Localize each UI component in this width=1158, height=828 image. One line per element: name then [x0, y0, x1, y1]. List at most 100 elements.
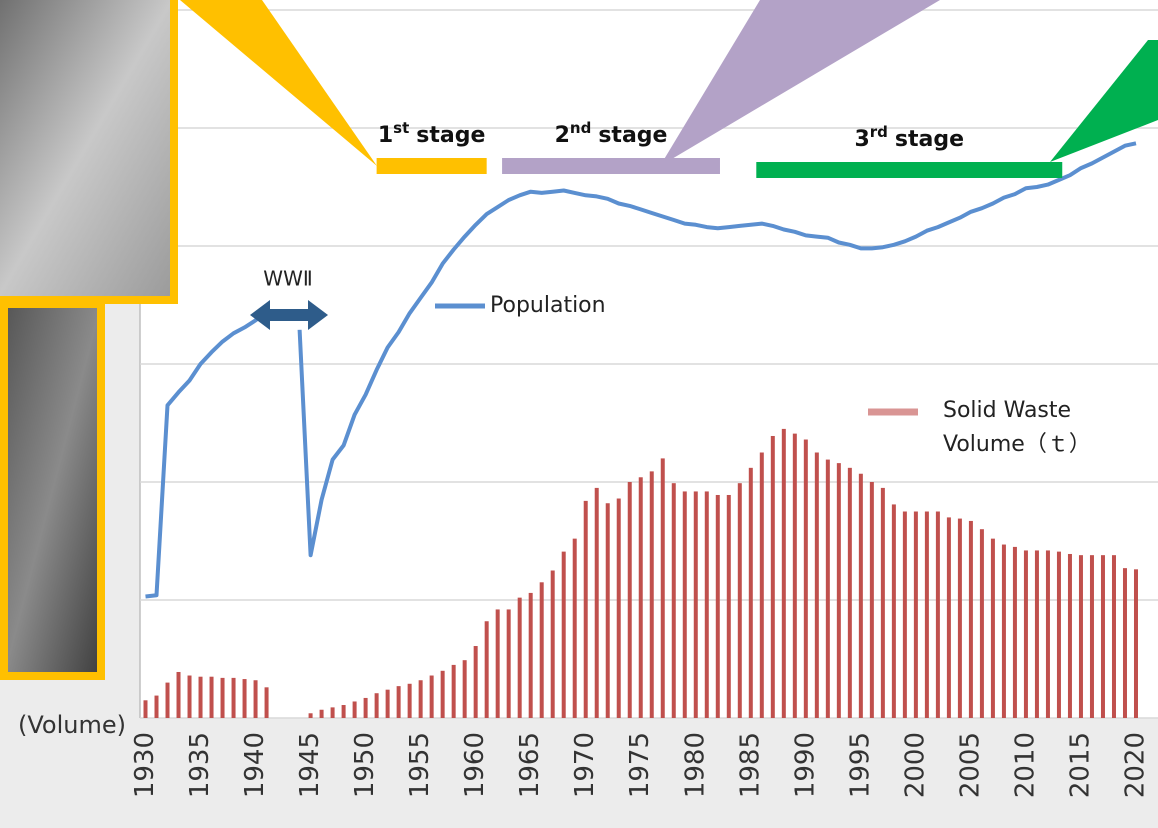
bar [341, 705, 346, 718]
bar [847, 467, 852, 718]
bar [979, 529, 984, 718]
bar [968, 520, 973, 718]
bar [561, 551, 566, 718]
bar [264, 687, 269, 718]
bar [209, 676, 214, 718]
bar [253, 680, 258, 718]
x-tick-label: 2010 [1010, 732, 1040, 798]
bar [451, 664, 456, 718]
bar [495, 609, 500, 718]
bar [154, 695, 159, 718]
plot-area [140, 0, 1158, 718]
bar [1100, 555, 1105, 718]
bar [1067, 553, 1072, 718]
bar [759, 452, 764, 718]
bar [704, 491, 709, 718]
bar [517, 597, 522, 718]
bar [572, 538, 577, 718]
bar [935, 511, 940, 718]
x-tick-label: 1965 [515, 732, 545, 798]
legend-label: Population [490, 293, 606, 318]
bar [528, 592, 533, 718]
bar [473, 646, 478, 718]
bar [506, 609, 511, 718]
bar [462, 660, 467, 718]
bar [649, 471, 654, 718]
bar [220, 677, 225, 718]
photo [0, 300, 105, 680]
x-tick-label: 1950 [350, 732, 380, 798]
bar [803, 439, 808, 718]
stage-text: stage [416, 123, 485, 148]
bar [176, 671, 181, 718]
line [145, 141, 1137, 599]
axis-note: (Volume) [18, 711, 126, 739]
x-tick-label: 2000 [900, 732, 930, 798]
bar [385, 689, 390, 718]
bar [605, 503, 610, 718]
bar [781, 428, 786, 718]
bar [957, 518, 962, 718]
bar [715, 494, 720, 718]
stage-suffix: rd [870, 123, 888, 141]
x-tick-label: 1940 [240, 732, 270, 798]
bar [1001, 544, 1006, 718]
bar [1078, 555, 1083, 718]
bar [726, 494, 731, 718]
bar [231, 677, 236, 718]
bar [858, 473, 863, 718]
x-tick-label: 2015 [1065, 732, 1095, 798]
x-tick-label: 1955 [405, 732, 435, 798]
stage-number: 2 [555, 123, 570, 148]
bar [880, 487, 885, 718]
callout [180, 0, 377, 166]
x-tick-label: 1980 [680, 732, 710, 798]
x-tick-label: 1995 [845, 732, 875, 798]
bar [550, 570, 555, 718]
stage-text: stage [598, 123, 667, 148]
war-arrow [250, 300, 270, 330]
bar [990, 538, 995, 718]
bar [792, 433, 797, 718]
x-tick-label: 1935 [185, 732, 215, 798]
bar [242, 679, 247, 718]
bar [308, 713, 313, 718]
x-tick-label: 1945 [295, 732, 325, 798]
bar [363, 697, 368, 718]
bar [484, 621, 489, 718]
bar [1012, 546, 1017, 718]
bar [418, 680, 423, 718]
bar [583, 500, 588, 718]
war-arrow [308, 300, 328, 330]
bar [374, 693, 379, 718]
bar [682, 491, 687, 718]
war-label: WWⅡ [263, 267, 312, 291]
bar [1089, 555, 1094, 718]
bar [1034, 550, 1039, 718]
bar [352, 701, 357, 718]
photo [0, 0, 178, 304]
x-tick-label: 1960 [460, 732, 490, 798]
bar [814, 452, 819, 718]
bar [594, 487, 599, 718]
x-tick-label: 1985 [735, 732, 765, 798]
stage-suffix: st [393, 119, 409, 137]
bar [616, 498, 621, 718]
bar [165, 682, 170, 718]
bar [836, 463, 841, 718]
x-tick-label: 2005 [955, 732, 985, 798]
bar [902, 511, 907, 718]
bar [187, 675, 192, 718]
bar [770, 435, 775, 718]
bar [627, 482, 632, 718]
x-tick-label: 1990 [790, 732, 820, 798]
bar [143, 700, 148, 718]
legend-label: Solid Waste Volume（ｔ） [943, 398, 1091, 457]
bar [407, 683, 412, 718]
x-tick-label: 1930 [130, 732, 160, 798]
x-tick-label: 1975 [625, 732, 655, 798]
bar [869, 482, 874, 718]
x-tick-label: 2020 [1120, 732, 1150, 798]
